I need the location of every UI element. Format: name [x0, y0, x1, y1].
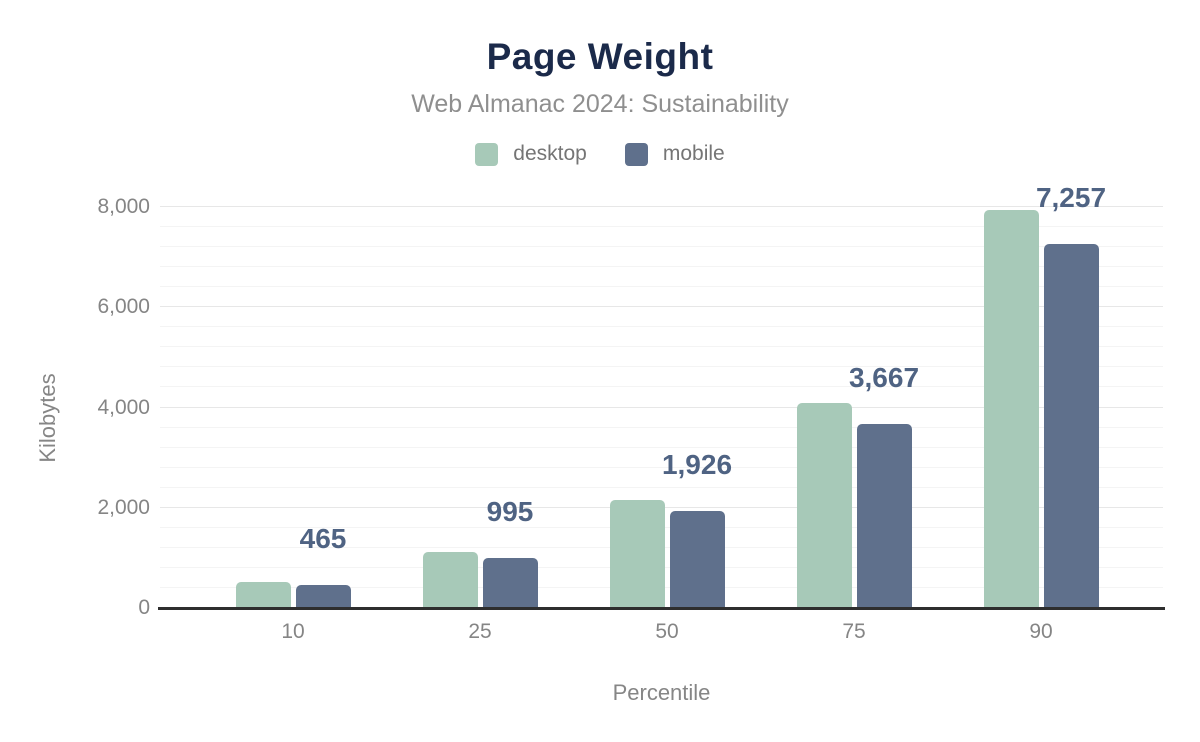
data-label-p90: 7,257	[1035, 182, 1107, 214]
data-label-p10: 465	[299, 522, 347, 554]
y-tick-label: 2,000	[97, 495, 150, 519]
bar-mobile-p50	[669, 511, 725, 608]
legend-label-desktop: desktop	[513, 142, 587, 165]
y-tick-label: 8,000	[97, 195, 150, 218]
gridline-minor	[160, 366, 1163, 368]
gridline-minor	[160, 226, 1163, 228]
gridline-minor	[160, 446, 1163, 448]
gridline-minor	[160, 286, 1163, 288]
plot-area: 465 995 1,926 3,667 7,257	[160, 184, 1163, 608]
x-axis-line	[158, 607, 1165, 610]
x-tick-label-p75: 75	[842, 620, 866, 643]
chart-subtitle: Web Almanac 2024: Sustainability	[411, 90, 789, 118]
bar-mobile-p10	[295, 584, 351, 608]
x-tick-label-p50: 50	[655, 620, 679, 643]
legend-item-mobile: mobile	[624, 142, 725, 166]
gridline-minor	[160, 426, 1163, 428]
y-tick-label: 4,000	[97, 395, 150, 419]
y-tick-label: 0	[138, 596, 150, 619]
gridline-minor	[160, 326, 1163, 328]
y-tick-label: 6,000	[97, 295, 150, 319]
legend: desktop mobile	[0, 142, 1200, 166]
desktop-swatch-icon	[475, 142, 499, 166]
gridline-major	[160, 206, 1163, 207]
gridline-major	[160, 406, 1163, 408]
legend-item-desktop: desktop	[475, 142, 587, 166]
x-tick-label-p10: 10	[281, 620, 305, 643]
gridline-minor	[160, 386, 1163, 388]
bar-desktop-p50	[609, 500, 665, 608]
legend-label-mobile: mobile	[662, 142, 725, 165]
gridline-minor	[160, 266, 1163, 268]
x-tick-label-p90: 90	[1029, 620, 1053, 643]
gridline-minor	[160, 486, 1163, 488]
gridline-minor	[160, 346, 1163, 348]
data-label-p75: 3,667	[848, 362, 920, 394]
x-tick-label-p25: 25	[468, 620, 492, 643]
bar-mobile-p75	[856, 424, 912, 608]
chart-title: Page Weight	[486, 36, 714, 77]
gridline-minor	[160, 466, 1163, 468]
data-label-p50: 1,926	[661, 449, 733, 481]
gridline-minor	[160, 246, 1163, 248]
bar-mobile-p90	[1043, 244, 1099, 608]
bar-desktop-p75	[796, 403, 852, 608]
gridline-major	[160, 306, 1163, 308]
bar-desktop-p90	[983, 209, 1039, 608]
x-axis-title: Percentile	[612, 680, 711, 705]
bar-desktop-p25	[422, 551, 478, 608]
mobile-swatch-icon	[624, 142, 648, 166]
bar-desktop-p10	[235, 581, 291, 608]
bar-mobile-p25	[482, 558, 538, 608]
data-label-p25: 995	[486, 496, 534, 528]
